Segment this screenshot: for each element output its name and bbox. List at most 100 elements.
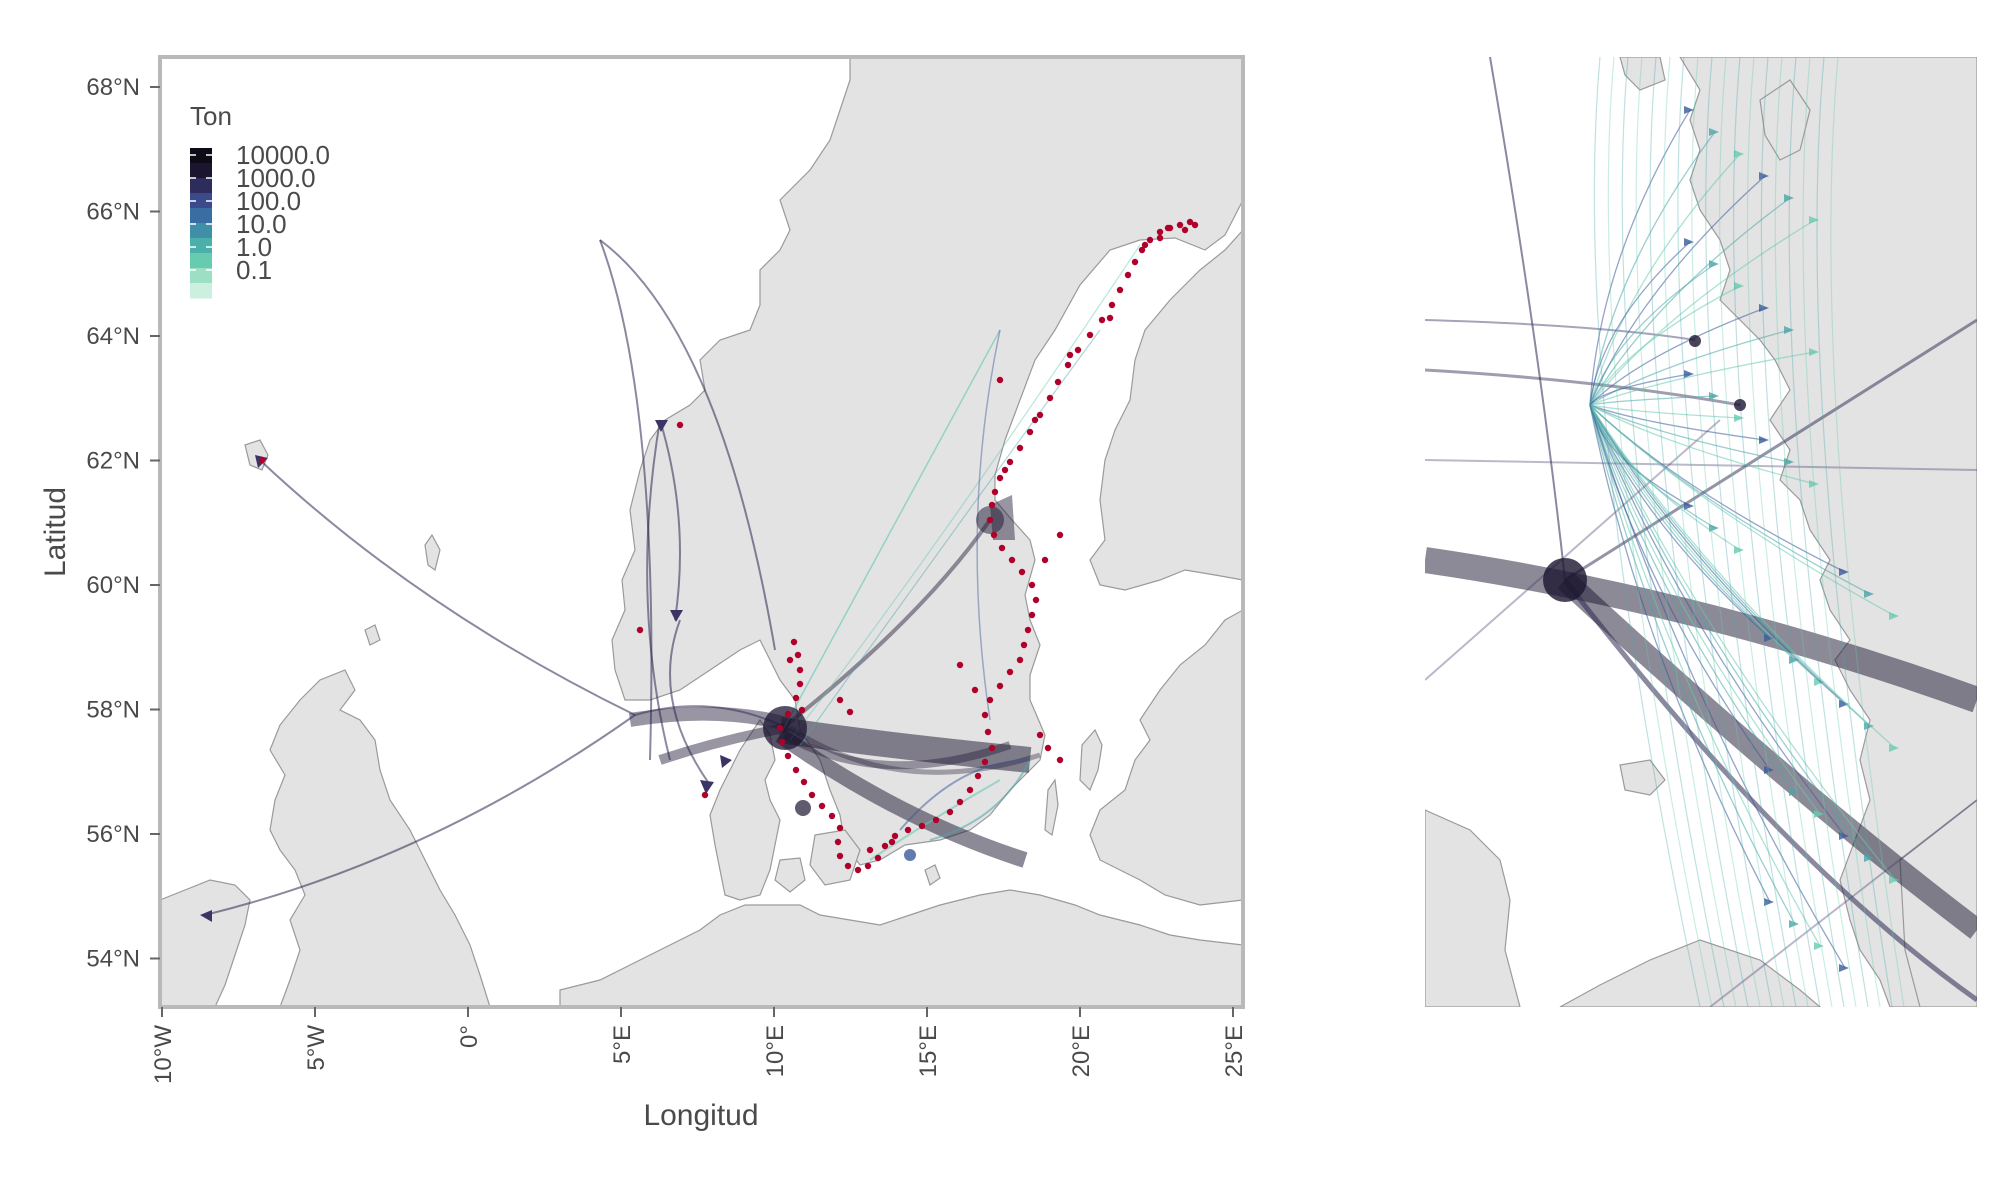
inset-flow-thin [1589,404,1896,749]
x-axis: 10°W 5°W 0° 5°E 10°E 15°E 20°E 25°E [150,1007,1248,1084]
inset-flow-thin [1589,404,1741,419]
port-points [258,218,1199,874]
x-tick-label: 25°E [1221,1025,1248,1077]
inset-island-north [1759,79,1811,161]
port-point [1001,466,1009,474]
port-point [1141,241,1149,249]
port-point [888,838,896,846]
inset-flow-thin [1709,799,1977,1007]
port-point [796,680,804,688]
inset-flow-thin [1830,57,1905,1007]
arrowhead [1789,788,1799,796]
inset-hub-marker [1734,399,1746,411]
port-point [1032,596,1040,604]
inset-flow-thin [1802,57,1881,1007]
inset-flow-thin [1425,419,1721,681]
port-point [794,651,802,659]
baltic-states [1089,609,1243,906]
port-point [991,488,999,496]
inset-flow-thin [1589,153,1741,406]
legend-label: 10.0 [236,209,287,239]
arrowhead [1684,502,1694,510]
inset-flow-thin [1589,404,1796,925]
arrowhead [1814,810,1824,818]
legend-color-step [190,193,212,209]
port-point [778,738,786,746]
x-tick-label: 15°E [915,1025,942,1077]
port-point [1116,286,1124,294]
port-point [1036,411,1044,419]
x-tick-label: 5°W [303,1025,330,1071]
arrowhead [1864,590,1874,598]
inset-flow-thin [1589,404,1846,705]
arrowhead [1684,106,1694,114]
port-point [1131,258,1139,266]
arrowhead [1839,964,1849,972]
scandinavia [611,57,1243,866]
port-point [1186,218,1194,226]
inset-flow-thin [1589,404,1796,661]
port-point [1020,641,1028,649]
arrowhead [1784,326,1794,334]
port-point [864,862,872,870]
inset-flow-thin [1677,57,1773,1007]
inset-flow-thin [1589,404,1821,815]
land-layer [160,57,1243,1007]
port-point [981,711,989,719]
port-point [1166,224,1174,232]
port-point [1138,246,1146,254]
flow-thin [599,239,653,761]
flow-thin [799,329,1101,746]
flow-medium [788,725,1041,775]
flow-heavy [782,731,1012,770]
port-point [866,846,874,854]
port-point [1056,531,1064,539]
port-point [986,696,994,704]
legend-color-step [190,178,212,194]
port-point [996,376,1004,384]
port-point [792,694,800,702]
y-tick-label: 68°N [86,74,140,101]
port-point [1026,428,1034,436]
arrowhead [1734,150,1744,158]
port-point [988,744,996,752]
arrowhead [1784,194,1794,202]
arrowhead [1764,898,1774,906]
port-point [1008,556,1016,564]
port-point [818,802,826,810]
map-frame [158,55,1245,1009]
inset-flow-thin [1589,404,1871,727]
inset-flow-thin [1589,197,1791,406]
arrowhead [1764,634,1774,642]
y-tick-label: 64°N [86,323,140,350]
flow-thin [929,759,1031,841]
port-point [836,696,844,704]
port-point [1176,221,1184,229]
legend-label: 1.0 [236,232,272,262]
flow-medium [778,518,992,732]
funen [774,857,806,893]
flow-heavy [775,728,1028,868]
arrowhead [1889,876,1899,884]
port-point [996,682,1004,690]
x-tick-label: 10°E [762,1025,789,1077]
arrowhead [720,755,732,768]
inset-flow-fan [1589,57,1905,1007]
arrowhead [200,910,212,922]
y-tick-label: 54°N [86,946,140,973]
inset-flow-thin [1589,404,1846,837]
port-point [808,791,816,799]
port-point [1018,568,1026,576]
port-point [981,758,989,766]
port-point [796,666,804,674]
legend-color-step [190,208,212,224]
arrowhead [1889,744,1899,752]
port-point [1066,351,1074,359]
port-point [984,728,992,736]
inset-flow-thin [1705,57,1797,1007]
legend-label: 1000.0 [236,163,316,193]
inset-flow-thin [1621,57,1725,1007]
port-point [1064,361,1072,369]
inset-land-bottom [1559,939,1821,1007]
hub-marker [763,706,807,750]
